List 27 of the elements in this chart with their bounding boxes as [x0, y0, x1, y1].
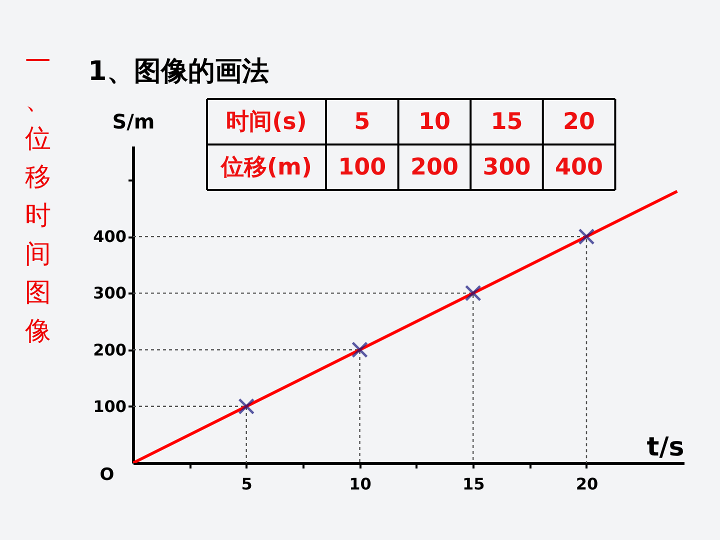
y-tick-label: 400: [93, 227, 126, 246]
x-tick-label: 15: [462, 474, 485, 494]
annotation: 位移(m): [220, 154, 312, 180]
x-axis-title: t/s: [646, 432, 684, 462]
point: [352, 342, 368, 358]
y-tick-label: 100: [93, 396, 126, 416]
x-tick-label: 5: [241, 474, 252, 494]
chart-subtitle: 1、图像的画法: [88, 56, 269, 87]
text: 20: [563, 108, 596, 135]
text: 5: [354, 108, 370, 135]
annotation: O: [100, 465, 114, 485]
annotation: 100: [338, 154, 386, 180]
y-axis-title: S/m: [112, 110, 155, 134]
y-tick-label: 200: [93, 340, 126, 360]
annotation: 300: [482, 154, 531, 180]
text: 一、位移时间图像: [25, 47, 51, 346]
y-tick-label: 300: [93, 284, 126, 303]
point: [464, 284, 482, 302]
point: [238, 398, 255, 415]
x-tick-label: 20: [576, 474, 598, 494]
x-tick-label: 10: [349, 474, 372, 494]
annotation: 200: [410, 154, 458, 180]
point: [578, 228, 595, 245]
text: 10: [418, 108, 450, 135]
annotation: 400: [555, 154, 604, 180]
text: 时间(s): [226, 108, 307, 135]
text: 15: [490, 108, 523, 135]
